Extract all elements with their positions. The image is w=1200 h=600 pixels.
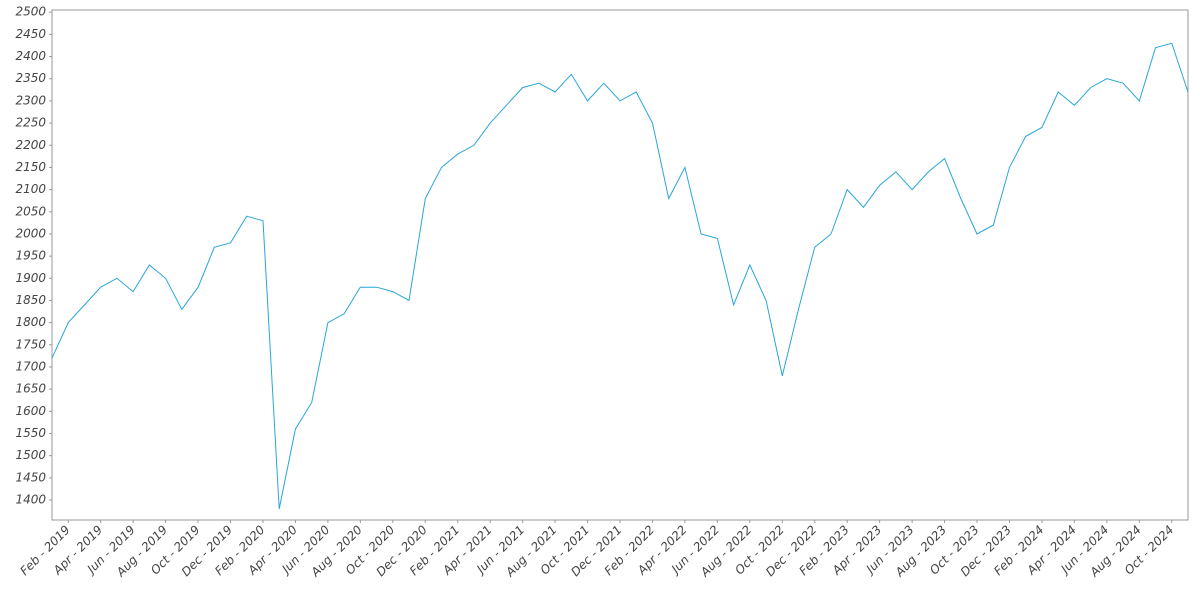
- y-tick-label: 2250: [15, 116, 46, 130]
- y-tick-label: 1600: [15, 404, 46, 418]
- y-tick-label: 1500: [15, 448, 46, 462]
- y-tick-label: 1550: [15, 426, 46, 440]
- data-line: [51, 42, 1189, 509]
- y-tick-label: 1750: [15, 337, 46, 351]
- y-tick-label: 2350: [15, 71, 46, 85]
- y-tick-label: 2500: [15, 5, 46, 19]
- y-tick-label: 1700: [15, 360, 46, 374]
- y-tick-label: 1900: [15, 271, 46, 285]
- y-tick-label: 1400: [15, 493, 46, 507]
- y-tick-label: 2000: [15, 226, 46, 240]
- y-tick-label: 2300: [15, 93, 46, 107]
- y-tick-label: 1650: [15, 382, 46, 396]
- y-tick-label: 1450: [15, 470, 46, 484]
- y-tick-label: 1850: [15, 293, 46, 307]
- y-tick-label: 1800: [15, 315, 46, 329]
- y-tick-label: 2150: [15, 160, 46, 174]
- y-tick-label: 2100: [15, 182, 46, 196]
- plot-frame: [51, 9, 1189, 521]
- y-tick-label: 1950: [15, 249, 46, 263]
- y-tick-label: 2200: [15, 138, 46, 152]
- y-tick-label: 2400: [15, 49, 46, 63]
- y-tick-label: 2450: [15, 27, 46, 41]
- y-tick-label: 2050: [15, 204, 46, 218]
